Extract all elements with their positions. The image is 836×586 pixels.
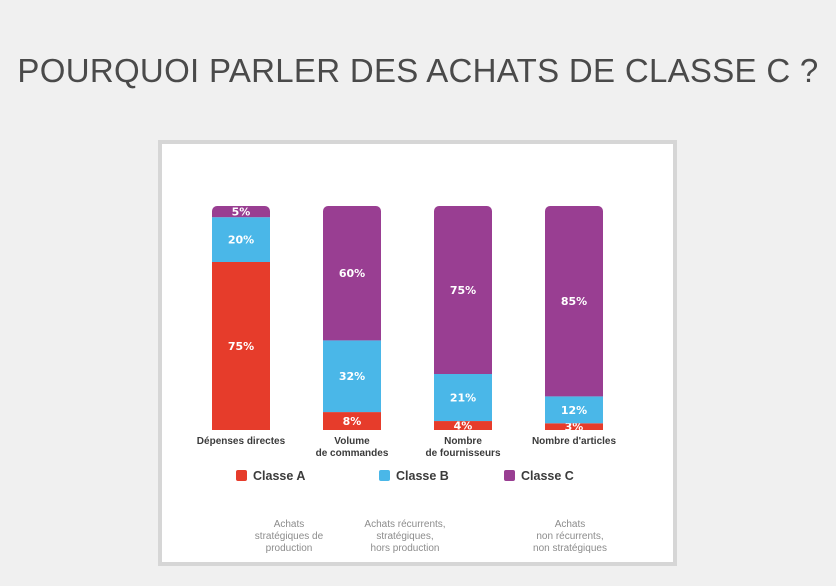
segment-value-label: 75% (228, 340, 254, 353)
stacked-bar-chart: 75%20%5%Dépenses directes8%32%60%Volumed… (197, 206, 617, 554)
bar-segment (545, 206, 603, 397)
segment-value-label: 5% (232, 206, 251, 219)
footnote-text: Achats récurrents, (364, 519, 445, 530)
footnote-text: production (266, 543, 313, 554)
bar-segment (434, 374, 492, 422)
category-label: Nombre d'articles (532, 436, 617, 447)
bar-segment (545, 423, 603, 430)
chart-card: 75% 20% 5% Dépenses directes 8% 32% 60% Volume d… (158, 140, 677, 566)
category-label: de fournisseurs (425, 448, 500, 459)
category-label: Volume (334, 436, 370, 447)
segment-value-label: 3% (565, 421, 584, 434)
bar-segment (212, 262, 270, 430)
footnote-text: stratégiques, (376, 531, 433, 542)
page-title: POURQUOI PARLER DES ACHATS DE CLASSE C ? (17, 52, 819, 89)
bar-segment (323, 412, 381, 430)
legend-label: Classe C (521, 469, 574, 483)
bar-segment (323, 340, 381, 413)
segment-value-label: 21% (450, 392, 476, 405)
segment-value-label: 75% (450, 284, 476, 297)
bar-segment (434, 421, 492, 430)
footnote-text: hors production (371, 543, 440, 554)
category-label: de commandes (316, 448, 389, 459)
bar-segment (323, 206, 381, 341)
footnote-text: non stratégiques (533, 543, 607, 554)
segment-value-label: 12% (561, 404, 587, 417)
segment-value-label: 8% (343, 415, 362, 428)
segment-value-label: 60% (339, 267, 365, 280)
segment-value-label: 32% (339, 370, 365, 383)
footnote-text: Achats (274, 519, 305, 530)
legend-swatch (504, 470, 515, 481)
bar-segment (212, 217, 270, 262)
category-label: Nombre (444, 436, 482, 447)
segment-value-label: 4% (454, 420, 473, 433)
legend-swatch (236, 470, 247, 481)
legend-label: Classe B (396, 469, 449, 483)
segment-value-label: 85% (561, 295, 587, 308)
footnote-text: Achats (555, 519, 586, 530)
bar-segment (545, 396, 603, 424)
legend-label: Classe A (253, 469, 305, 483)
footnote-text: non récurrents, (536, 531, 603, 542)
category-label: Dépenses directes (197, 436, 286, 447)
footnote-text: stratégiques de (255, 531, 324, 542)
segment-value-label: 20% (228, 234, 254, 247)
bar-segment (434, 206, 492, 374)
bar-segment (212, 206, 270, 218)
legend-swatch (379, 470, 390, 481)
